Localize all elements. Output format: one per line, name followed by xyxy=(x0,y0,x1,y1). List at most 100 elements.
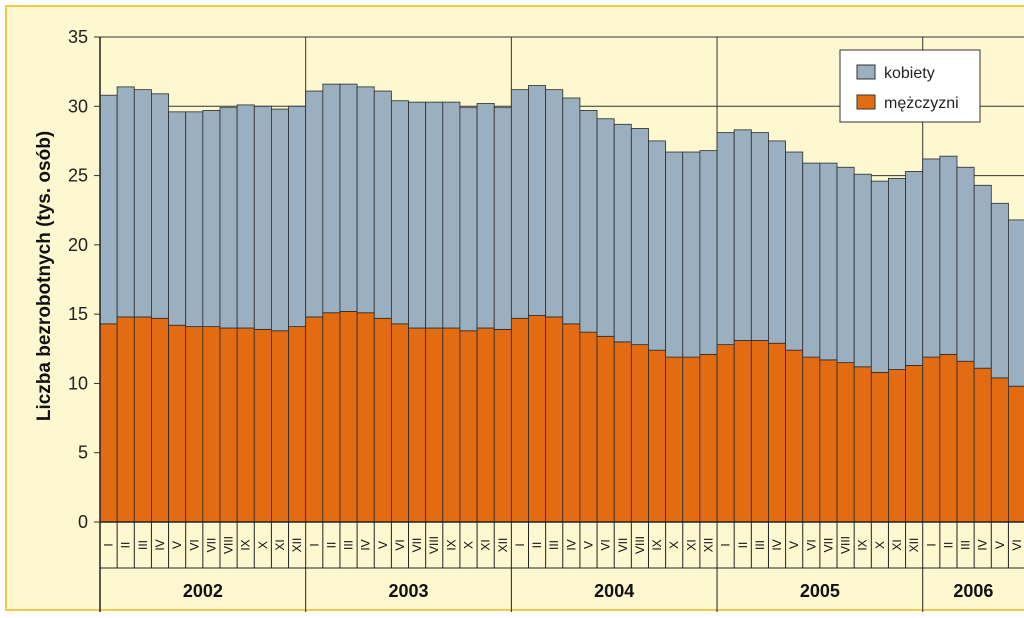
bar-mezczyzni xyxy=(648,349,667,523)
month-label: I xyxy=(513,543,527,546)
month-label: X xyxy=(256,541,270,549)
bar-kobiety xyxy=(356,86,375,314)
month-label: II xyxy=(736,542,750,549)
bar-kobiety xyxy=(922,158,941,358)
month-label: VII xyxy=(204,538,218,553)
bar-mezczyzni xyxy=(682,356,701,523)
bar-mezczyzni xyxy=(939,353,958,523)
bar-mezczyzni xyxy=(596,335,615,523)
month-label: II xyxy=(530,542,544,549)
month-label: VIII xyxy=(222,536,236,554)
bar-mezczyzni xyxy=(922,356,941,523)
bar-kobiety xyxy=(253,105,272,330)
year-label: 2004 xyxy=(594,581,634,601)
bar-mezczyzni xyxy=(802,356,821,523)
month-label: VI xyxy=(599,539,613,550)
month-label: VII xyxy=(410,538,424,553)
month-label: II xyxy=(324,542,338,549)
bar-mezczyzni xyxy=(168,324,187,523)
bar-kobiety xyxy=(442,101,461,329)
bar-kobiety xyxy=(202,110,221,328)
bar-kobiety xyxy=(973,184,992,369)
bar-mezczyzni xyxy=(613,341,632,523)
bar-kobiety xyxy=(99,94,118,325)
month-label: III xyxy=(959,540,973,550)
bar-mezczyzni xyxy=(476,327,495,523)
month-label: IX xyxy=(650,539,664,550)
bars-layer xyxy=(99,83,1024,523)
bar-mezczyzni xyxy=(185,326,204,523)
bar-mezczyzni xyxy=(373,317,392,523)
bar-kobiety xyxy=(768,140,787,344)
bar-kobiety xyxy=(939,155,958,355)
bar-kobiety xyxy=(425,101,444,329)
bar-kobiety xyxy=(322,83,341,314)
month-label: IX xyxy=(856,539,870,550)
month-label: XII xyxy=(907,538,921,553)
bar-mezczyzni xyxy=(870,371,889,523)
bar-kobiety xyxy=(151,93,169,319)
bar-kobiety xyxy=(888,177,906,370)
month-label: IV xyxy=(153,539,167,550)
bar-kobiety xyxy=(373,90,392,319)
bar-mezczyzni xyxy=(888,369,906,523)
bar-mezczyzni xyxy=(510,317,529,523)
month-label: II xyxy=(941,542,955,549)
bar-mezczyzni xyxy=(322,312,341,523)
bar-mezczyzni xyxy=(339,310,358,523)
month-label: I xyxy=(924,543,938,546)
bar-kobiety xyxy=(716,132,735,346)
bar-mezczyzni xyxy=(202,326,221,523)
bar-mezczyzni xyxy=(579,331,598,523)
legend-label-mezczyzni: mężczyzni xyxy=(884,95,959,112)
bar-kobiety xyxy=(905,171,924,366)
bar-kobiety xyxy=(288,105,307,328)
y-tick-label: 30 xyxy=(68,96,88,116)
bar-mezczyzni xyxy=(562,323,581,523)
bar-kobiety xyxy=(630,128,649,346)
bar-mezczyzni xyxy=(699,353,718,523)
bar-mezczyzni xyxy=(630,344,649,523)
month-label: V xyxy=(581,541,595,549)
bar-kobiety xyxy=(390,100,409,325)
month-label: III xyxy=(342,540,356,550)
bar-kobiety xyxy=(305,90,324,318)
month-label: VI xyxy=(804,539,818,550)
legend: kobiety mężczyzni xyxy=(839,49,981,123)
y-axis-title: Liczba bezrobotnych (tys. osób) xyxy=(34,131,55,421)
bar-mezczyzni xyxy=(853,366,872,523)
bar-mezczyzni xyxy=(819,359,838,523)
month-label: I xyxy=(102,543,116,546)
bar-mezczyzni xyxy=(956,360,975,523)
bar-kobiety xyxy=(562,97,581,325)
month-label: III xyxy=(753,540,767,550)
y-tick-label: 15 xyxy=(68,304,88,324)
bar-kobiety xyxy=(596,118,615,337)
month-label: IX xyxy=(239,539,253,550)
bar-mezczyzni xyxy=(270,330,289,523)
bar-kobiety xyxy=(682,151,701,358)
month-label: XII xyxy=(701,538,715,553)
bar-kobiety xyxy=(665,151,684,358)
bar-kobiety xyxy=(528,85,547,316)
month-label: III xyxy=(136,540,150,550)
bar-kobiety xyxy=(219,107,238,329)
bar-mezczyzni xyxy=(750,340,769,523)
bar-mezczyzni xyxy=(99,323,118,523)
bar-mezczyzni xyxy=(253,328,272,523)
month-label: I xyxy=(307,543,321,546)
month-label: X xyxy=(462,541,476,549)
legend-swatch-mezczyzni xyxy=(856,94,876,110)
bar-kobiety xyxy=(493,107,512,330)
y-tick-label: 25 xyxy=(68,166,88,186)
bar-kobiety xyxy=(990,202,1009,379)
month-label: XI xyxy=(479,539,493,550)
bar-mezczyzni xyxy=(785,349,804,523)
bar-kobiety xyxy=(733,129,752,341)
bar-mezczyzni xyxy=(493,328,512,523)
bar-kobiety xyxy=(510,89,529,319)
month-label: IV xyxy=(976,539,990,550)
month-label: X xyxy=(873,541,887,549)
